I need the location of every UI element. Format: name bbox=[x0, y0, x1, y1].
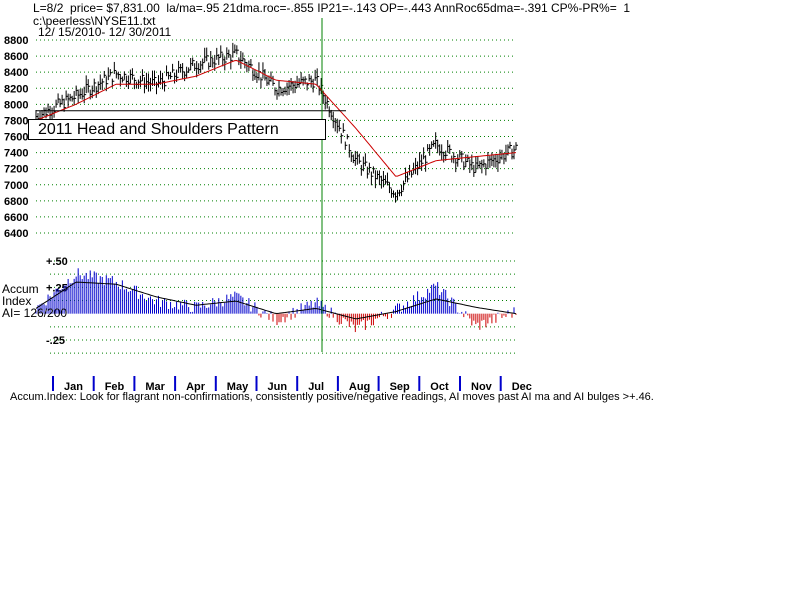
month-label: Feb bbox=[105, 381, 125, 393]
month-label: May bbox=[227, 381, 249, 393]
price-tick-label: 7400 bbox=[4, 148, 28, 160]
status-line: L=8/2 price= $7,831.00 la/ma=.95 21dma.r… bbox=[33, 1, 631, 15]
price-tick-label: 7600 bbox=[4, 132, 28, 144]
price-tick-label: 7000 bbox=[4, 180, 28, 192]
month-label: Dec bbox=[512, 381, 532, 393]
price-tick-label: 7200 bbox=[4, 164, 28, 176]
price-tick-label: 8800 bbox=[4, 35, 28, 47]
month-label: Aug bbox=[349, 381, 370, 393]
month-label: Sep bbox=[390, 381, 410, 393]
price-tick-label: 8400 bbox=[4, 67, 28, 79]
price-tick-label: 6800 bbox=[4, 196, 28, 208]
price-tick-label: 7800 bbox=[4, 115, 28, 127]
price-moving-average-line bbox=[35, 59, 517, 177]
accum-index-footer: Accum.Index: Look for flagrant non-confi… bbox=[10, 391, 654, 403]
ai-tick-label: +.50 bbox=[46, 256, 68, 268]
month-label: Nov bbox=[471, 381, 493, 393]
file-path: c:\peerless\NYSE11.txt bbox=[33, 14, 156, 28]
month-label: Jun bbox=[268, 381, 288, 393]
price-tick-label: 8200 bbox=[4, 83, 28, 95]
accum-label: Accum bbox=[2, 282, 39, 296]
price-tick-label: 6400 bbox=[4, 228, 28, 240]
month-label: Mar bbox=[145, 381, 165, 393]
ai-tick-label: -.25 bbox=[46, 335, 65, 347]
price-tick-label: 8600 bbox=[4, 51, 28, 63]
month-label: Oct bbox=[430, 381, 449, 393]
date-range: 12/ 15/2010- 12/ 30/2011 bbox=[38, 25, 172, 39]
month-label: Jul bbox=[308, 381, 324, 393]
month-label: Apr bbox=[186, 381, 206, 393]
ai-moving-average-line bbox=[35, 281, 517, 320]
price-tick-label: 8000 bbox=[4, 99, 28, 111]
ai-value-label: AI= 126/200 bbox=[2, 306, 68, 320]
index-label: Index bbox=[2, 294, 32, 308]
month-label: Jan bbox=[64, 381, 83, 393]
head-and-shoulders-annotation: 2011 Head and Shoulders Pattern bbox=[28, 119, 326, 140]
price-tick-label: 6600 bbox=[4, 212, 28, 224]
